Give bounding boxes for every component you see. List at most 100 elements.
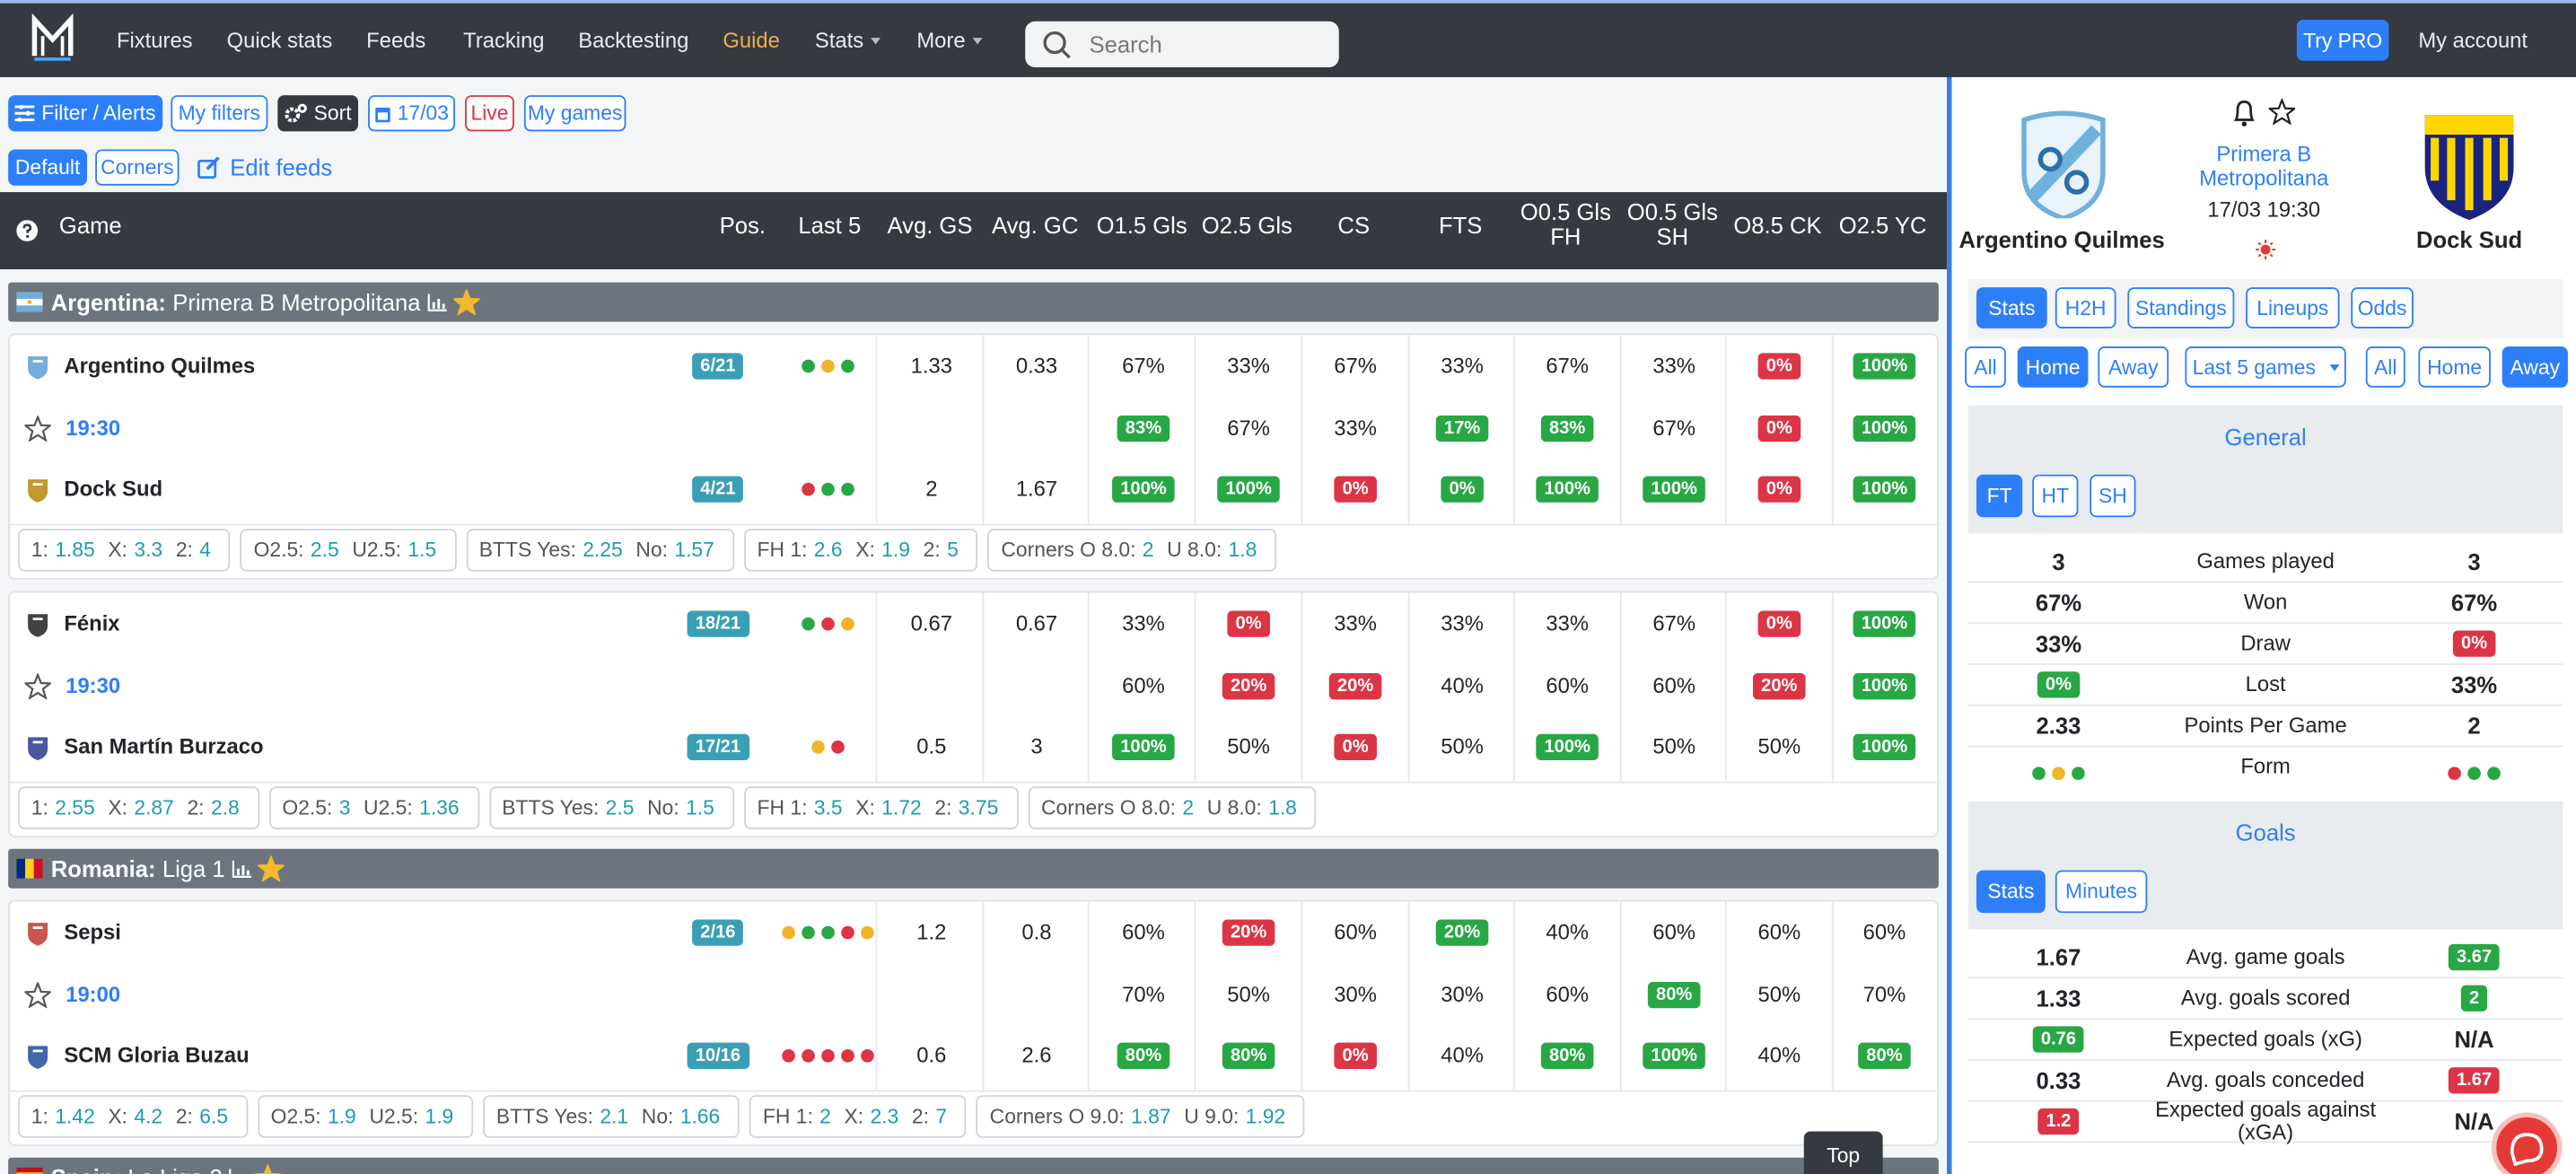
stat-cell-badge: 0% xyxy=(1757,476,1801,503)
filter-button[interactable]: Away xyxy=(2098,346,2169,388)
filter-button[interactable]: Away xyxy=(2502,346,2568,388)
section-tab[interactable]: SH xyxy=(2090,474,2136,518)
away-team-name: Dock Sud xyxy=(2415,226,2523,253)
odds-group[interactable]: O2.5: 2.5 U2.5: 1.5 xyxy=(240,529,457,572)
nav-link[interactable]: Guide xyxy=(723,26,780,56)
form-dot xyxy=(841,482,854,496)
detail-tab[interactable]: H2H xyxy=(2055,287,2116,329)
stat-cell: 50% xyxy=(1757,733,1801,759)
toolbar-button[interactable]: Live xyxy=(465,95,514,132)
odds-group[interactable]: 1: 2.55 X: 2.87 2: 2.8 xyxy=(18,786,259,829)
column-header: O8.5 CK xyxy=(1733,211,1822,238)
odds-group[interactable]: FH 1: 2 X: 2.3 2: 7 xyxy=(749,1095,968,1138)
away-stat-badge: 0% xyxy=(2452,630,2496,657)
odds-group[interactable]: O2.5: 3 U2.5: 1.36 xyxy=(268,786,479,829)
position-badge: 4/21 xyxy=(692,476,744,503)
column-separator xyxy=(1619,901,1622,1091)
odds-label: No: xyxy=(647,796,679,819)
flag-graphic xyxy=(16,858,43,879)
nav-link[interactable]: Backtesting xyxy=(578,26,688,56)
section-tab-label: Stats xyxy=(1987,880,2035,904)
detail-tab[interactable]: Standings xyxy=(2127,287,2235,329)
top-button-label: Top xyxy=(1827,1144,1861,1168)
position-badge: 6/21 xyxy=(692,353,744,380)
nav-link[interactable]: Stats xyxy=(815,26,881,56)
try-pro-button[interactable]: Try PRO xyxy=(2296,19,2389,61)
stat-cell-badge: 100% xyxy=(1853,673,1916,700)
toolbar-button[interactable]: My games xyxy=(523,95,626,132)
section-tab[interactable]: Stats xyxy=(1976,870,2046,914)
toolbar-button[interactable]: Filter / Alerts xyxy=(8,95,163,132)
odds-group[interactable]: BTTS Yes: 2.25 No: 1.57 xyxy=(466,529,734,572)
column-separator xyxy=(1301,592,1303,782)
nav-link[interactable]: Quick stats xyxy=(227,26,333,56)
odds-group[interactable]: 1: 1.85 X: 3.3 2: 4 xyxy=(18,529,231,572)
stat-label: Won xyxy=(2243,589,2288,615)
odds-group[interactable]: 1: 1.42 X: 4.2 2: 6.5 xyxy=(18,1095,249,1138)
filter-button[interactable]: Home xyxy=(2017,346,2089,388)
odds-label: X: xyxy=(108,1105,128,1128)
nav-link[interactable]: Tracking xyxy=(463,26,544,56)
edit-feeds-link[interactable]: Edit feeds xyxy=(197,153,333,182)
odds-group[interactable]: BTTS Yes: 2.5 No: 1.5 xyxy=(488,786,734,829)
stat-cell-badge: 0% xyxy=(1441,476,1484,503)
stat-cell-badge: 0% xyxy=(1334,476,1377,503)
toolbar-button[interactable]: Sort xyxy=(277,95,359,132)
league-country: Romania: xyxy=(50,855,156,882)
odds-value: 3.3 xyxy=(134,539,163,562)
odds-group[interactable]: O2.5: 1.9 U2.5: 1.9 xyxy=(258,1095,474,1138)
detail-tab-label: Odds xyxy=(2357,296,2407,320)
odds-group[interactable]: Corners O 9.0: 1.87 U 9.0: 1.92 xyxy=(977,1095,1306,1138)
toolbar-button[interactable]: My filters xyxy=(171,95,268,132)
filter-button[interactable]: All xyxy=(1965,346,2006,388)
form-dot xyxy=(861,1048,874,1063)
filter-button[interactable]: Home xyxy=(2418,346,2491,388)
match-card: Fénix 18/21 0.67 0.67 33% 0% 33% 33% 33% 67% 0% 100… xyxy=(8,591,1941,837)
filter-button[interactable]: Last 5 games xyxy=(2185,346,2346,388)
edit-icon xyxy=(197,156,221,180)
stat-label: Form xyxy=(2240,753,2291,779)
filter-button[interactable]: All xyxy=(2365,346,2405,388)
kickoff-time: 19:30 xyxy=(66,415,121,441)
filter-button-label: Last 5 games xyxy=(2192,355,2316,379)
stat-cell: 60% xyxy=(1122,919,1165,944)
odds-group[interactable]: Corners O 8.0: 2 U 8.0: 1.8 xyxy=(1028,786,1317,829)
league-link[interactable]: Primera B Metropolitana xyxy=(2199,141,2329,191)
search-box[interactable]: Search xyxy=(1025,21,1339,68)
odds-group[interactable]: FH 1: 3.5 X: 1.72 2: 3.75 xyxy=(743,786,1019,829)
detail-tab[interactable]: Lineups xyxy=(2246,287,2340,329)
stat-cell-badge: 80% xyxy=(1858,1042,1911,1069)
odds-group[interactable]: FH 1: 2.6 X: 1.9 2: 5 xyxy=(743,529,978,572)
stat-cell: 60% xyxy=(1652,673,1696,698)
section-tab[interactable]: HT xyxy=(2032,474,2079,518)
view-button[interactable]: Default xyxy=(8,149,88,186)
stat-cell-badge: 0% xyxy=(1334,733,1377,761)
detail-tab[interactable]: Stats xyxy=(1976,287,2047,329)
edit-feeds-label: Edit feeds xyxy=(230,153,333,181)
nav-link-label: Backtesting xyxy=(578,28,689,53)
nav-link[interactable]: Fixtures xyxy=(117,26,193,56)
odds-group[interactable]: Corners O 8.0: 2 U 8.0: 1.8 xyxy=(987,529,1277,572)
favorite-star xyxy=(22,671,53,700)
form-dot xyxy=(802,359,815,373)
stat-label: Expected goals (xG) xyxy=(2169,1026,2362,1051)
section-tab[interactable]: Minutes xyxy=(2055,870,2148,914)
stat-cell: 50% xyxy=(1227,981,1270,1007)
account-link[interactable]: My account xyxy=(2418,28,2528,53)
stat-cell: 33% xyxy=(1441,353,1484,378)
column-header: Avg. GS xyxy=(887,211,973,238)
odds-label: BTTS Yes: xyxy=(478,539,576,562)
detail-tab[interactable]: Odds xyxy=(2351,287,2414,329)
odds-group[interactable]: BTTS Yes: 2.1 No: 1.66 xyxy=(483,1095,740,1138)
nav-link[interactable]: More xyxy=(916,26,982,56)
toolbar-button[interactable]: 17/03 xyxy=(368,95,456,132)
top-button[interactable]: Top xyxy=(1803,1131,1883,1174)
view-button[interactable]: Corners xyxy=(95,149,180,186)
nav-link[interactable]: Feeds xyxy=(366,26,425,56)
edit-glyph xyxy=(197,156,220,179)
form-dot xyxy=(802,925,815,940)
section-tab-label: HT xyxy=(2041,484,2070,508)
away-stat-badge: 2 xyxy=(2460,985,2488,1012)
stat-cell-badge: 20% xyxy=(1222,919,1275,946)
section-tab[interactable]: FT xyxy=(1976,474,2023,518)
